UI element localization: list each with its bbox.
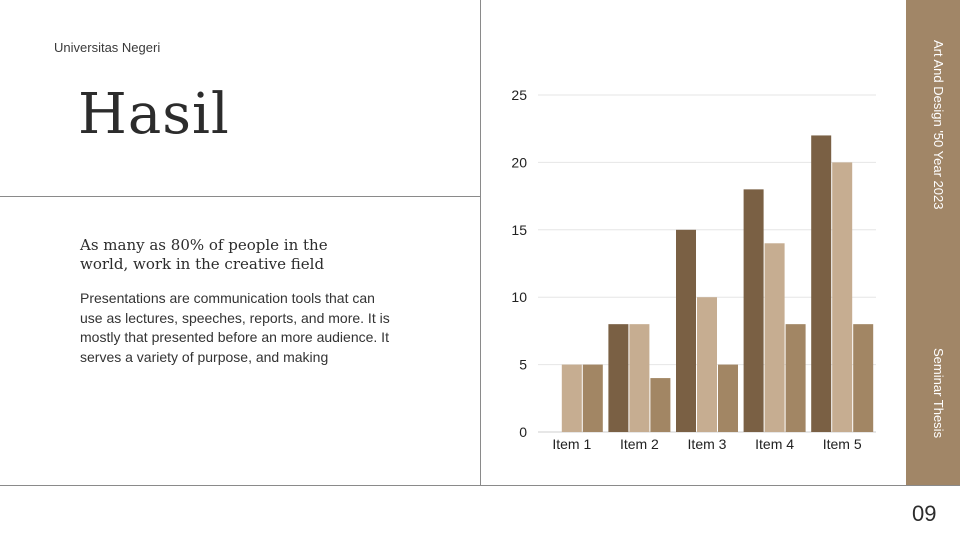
x-tick-label: Item 4 — [755, 436, 794, 452]
horizontal-divider — [0, 196, 480, 197]
sidebar-title: Art And Design '50 Year 2023 — [931, 40, 946, 210]
bar-3-item-5 — [853, 324, 874, 432]
vertical-divider — [480, 0, 481, 485]
bar-3-item-2 — [650, 378, 671, 432]
bar-1-item-5 — [811, 135, 832, 432]
bar-1-item-3 — [676, 229, 696, 432]
subtitle: As many as 80% of people in the world, w… — [80, 236, 328, 273]
chart-bars — [561, 135, 874, 432]
x-axis-labels: Item 1 Item 2 Item 3 Item 4 Item 5 — [552, 436, 862, 452]
y-axis-ticks: 0 5 10 15 20 25 — [511, 87, 527, 440]
y-tick-label: 10 — [511, 289, 527, 305]
bar-2-item-5 — [832, 162, 853, 432]
bar-2-item-4 — [764, 243, 785, 432]
sidebar-subtitle: Seminar Thesis — [931, 348, 946, 439]
sidebar: Art And Design '50 Year 2023 Seminar The… — [906, 0, 960, 485]
y-tick-label: 15 — [511, 222, 527, 238]
bar-3-item-4 — [785, 324, 806, 432]
y-tick-label: 25 — [511, 87, 527, 103]
x-tick-label: Item 2 — [620, 436, 659, 452]
x-tick-label: Item 3 — [688, 436, 727, 452]
page-title: Hasil — [78, 82, 230, 147]
y-tick-label: 20 — [511, 154, 527, 170]
bar-2-item-3 — [697, 297, 717, 432]
y-tick-label: 0 — [519, 424, 527, 440]
bar-2-item-1 — [561, 364, 582, 432]
body-paragraph: Presentations are communication tools th… — [80, 290, 390, 365]
x-tick-label: Item 1 — [552, 436, 591, 452]
x-tick-label: Item 5 — [823, 436, 862, 452]
bottom-divider — [0, 485, 960, 486]
bar-1-item-4 — [743, 189, 764, 432]
bar-3-item-1 — [582, 364, 603, 432]
university-name: Universitas Negeri — [54, 40, 161, 55]
bar-2-item-2 — [629, 324, 650, 432]
bar-3-item-3 — [718, 364, 738, 432]
y-tick-label: 5 — [519, 357, 527, 373]
bar-1-item-2 — [608, 324, 629, 432]
page-number: 09 — [912, 501, 937, 526]
